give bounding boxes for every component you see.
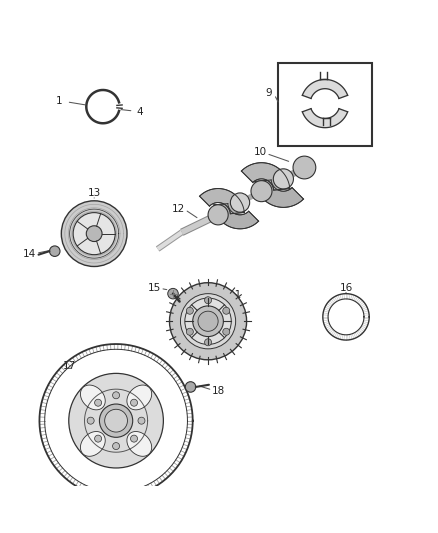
Polygon shape [127, 432, 152, 456]
Text: 17: 17 [63, 361, 76, 372]
Circle shape [273, 169, 293, 189]
Circle shape [113, 442, 120, 449]
Polygon shape [127, 385, 152, 410]
Circle shape [138, 417, 145, 424]
Circle shape [185, 298, 231, 344]
Circle shape [95, 435, 102, 442]
Circle shape [113, 392, 120, 399]
Circle shape [198, 311, 218, 332]
Circle shape [69, 374, 163, 468]
Text: 12: 12 [172, 204, 185, 214]
Circle shape [208, 205, 228, 225]
Circle shape [223, 328, 230, 335]
Circle shape [230, 193, 250, 212]
Circle shape [86, 226, 102, 241]
Polygon shape [255, 180, 304, 207]
Polygon shape [302, 79, 348, 99]
Circle shape [186, 307, 193, 314]
Polygon shape [241, 163, 290, 190]
Circle shape [49, 246, 60, 256]
Text: 16: 16 [339, 282, 353, 293]
Polygon shape [200, 189, 244, 214]
Text: 13: 13 [88, 188, 101, 198]
Circle shape [99, 404, 133, 437]
Circle shape [223, 307, 230, 314]
Text: 14: 14 [23, 249, 36, 259]
Circle shape [61, 201, 127, 266]
Polygon shape [302, 109, 348, 127]
Bar [278, 63, 372, 146]
Circle shape [205, 339, 212, 346]
Circle shape [193, 306, 223, 336]
Circle shape [205, 297, 212, 304]
Circle shape [293, 156, 316, 179]
Circle shape [95, 399, 102, 406]
Circle shape [251, 181, 272, 201]
Circle shape [105, 409, 127, 432]
Circle shape [185, 382, 196, 392]
Text: 9: 9 [265, 88, 272, 99]
Text: 10: 10 [254, 147, 267, 157]
Circle shape [87, 417, 94, 424]
Polygon shape [214, 204, 258, 229]
Text: 15: 15 [148, 282, 161, 293]
Circle shape [170, 282, 247, 360]
Text: 1: 1 [56, 96, 63, 106]
Circle shape [73, 213, 115, 255]
Circle shape [131, 435, 138, 442]
Circle shape [131, 399, 138, 406]
Circle shape [168, 288, 178, 299]
Text: 4: 4 [136, 107, 143, 117]
Polygon shape [81, 432, 105, 456]
Circle shape [180, 294, 236, 349]
Polygon shape [81, 385, 105, 410]
Text: 18: 18 [212, 386, 225, 397]
Text: 11: 11 [229, 290, 242, 300]
Circle shape [186, 328, 193, 335]
